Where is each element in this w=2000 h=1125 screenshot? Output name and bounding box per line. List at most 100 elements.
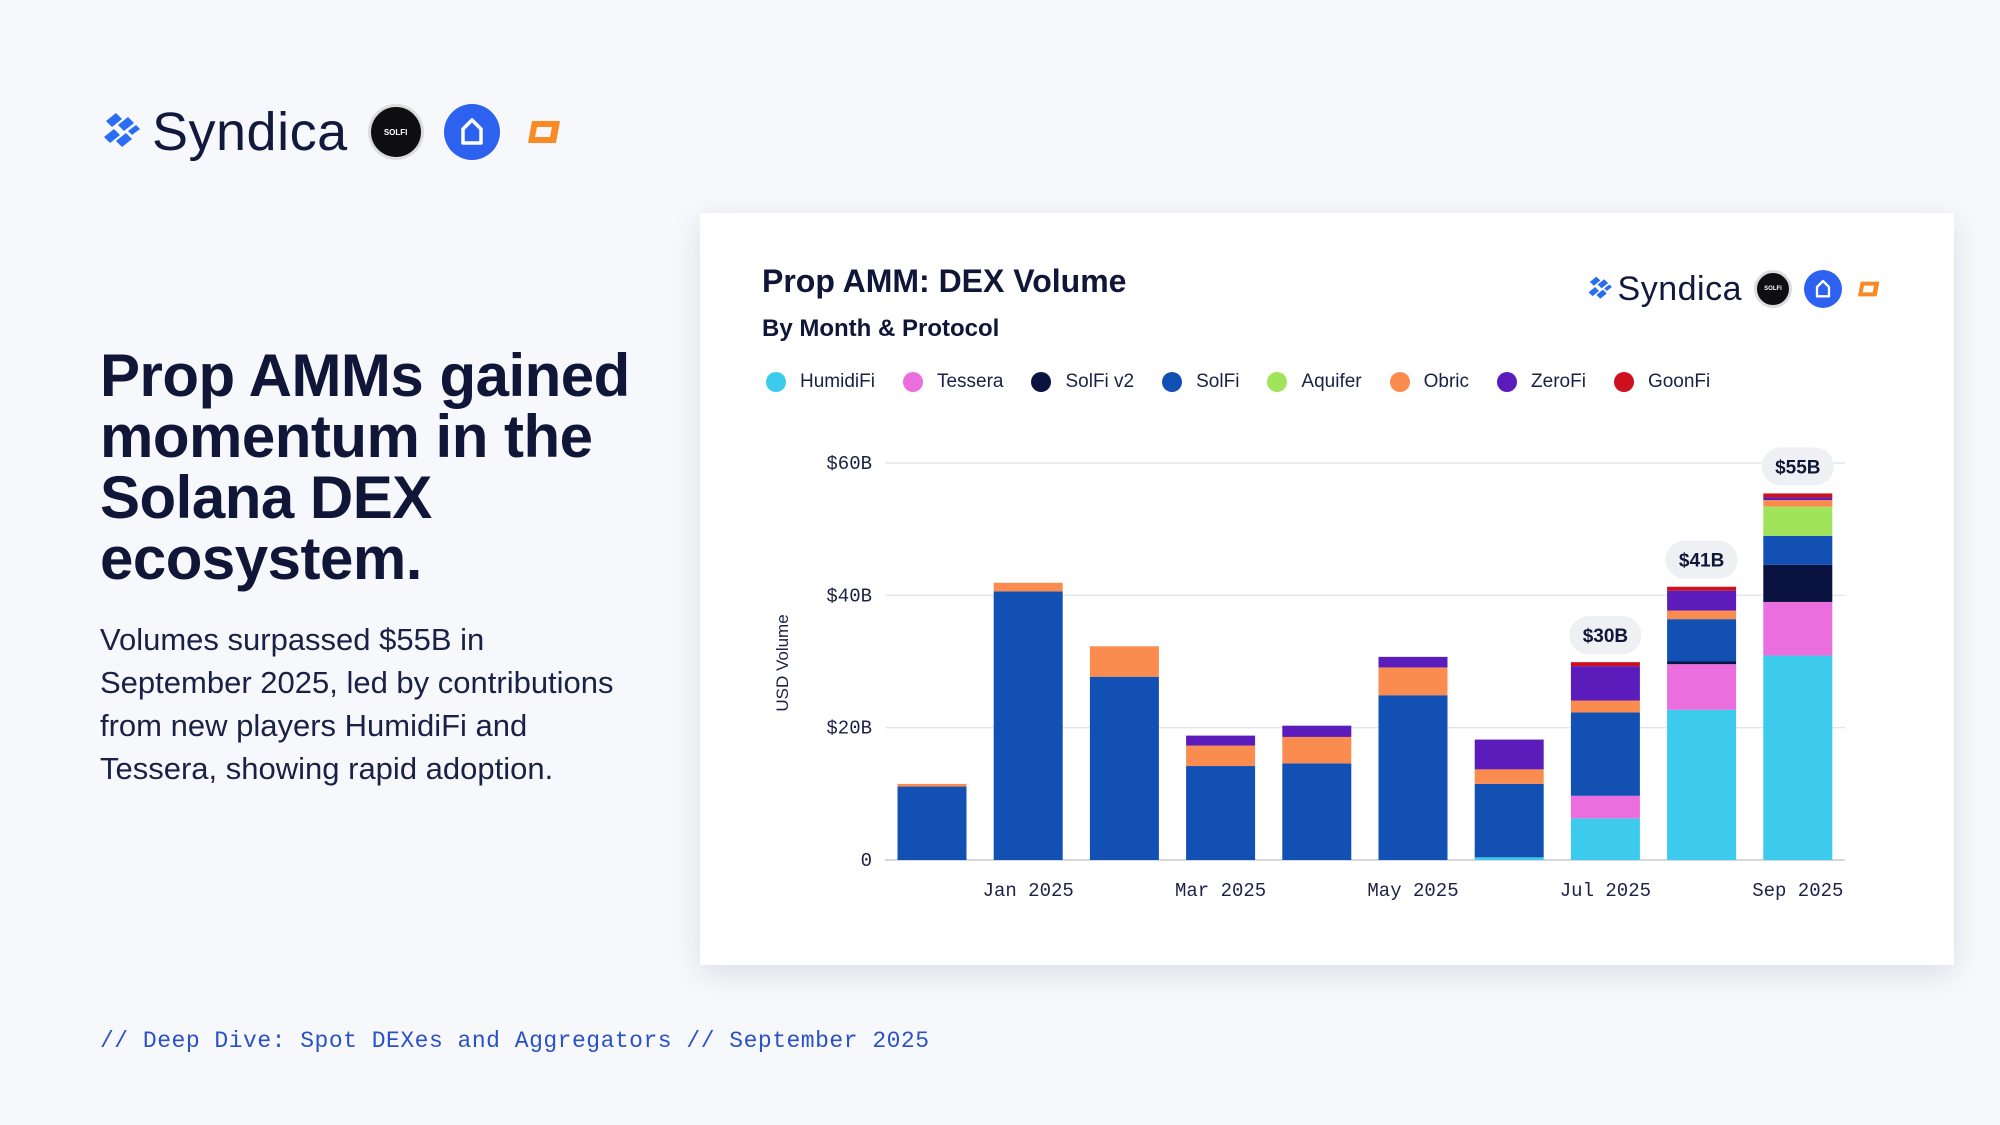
bar-segment-tessera[interactable] xyxy=(1667,664,1737,710)
legend-swatch-solfi-v2 xyxy=(1031,372,1052,392)
bar-segment-obric[interactable] xyxy=(1570,700,1640,713)
total-label-pill xyxy=(1569,616,1642,655)
bar-segment-zerofi[interactable] xyxy=(1570,666,1640,701)
bar-segment-solfi-v2[interactable] xyxy=(1763,564,1833,602)
bar-segment-solfi[interactable] xyxy=(1474,783,1544,858)
legend-item-humidifi[interactable]: HumidiFi xyxy=(766,371,875,393)
legend-swatch-humidifi xyxy=(766,372,786,392)
chart-legend: HumidiFi Tessera SolFi v2 SolFi Aquifer Obric… xyxy=(766,371,1738,393)
legend-label-obric: Obric xyxy=(1423,371,1470,392)
bar-segment-solfi[interactable] xyxy=(1186,766,1256,860)
bar-segment-goonfi[interactable] xyxy=(1570,662,1640,667)
bar-segment-solfi[interactable] xyxy=(1089,676,1159,860)
solfi-logo-text: SOLFI xyxy=(1764,286,1782,292)
total-label-pill xyxy=(1665,540,1738,579)
bar-segment-solfi[interactable] xyxy=(1570,712,1640,796)
x-tick-label: Mar 2025 xyxy=(1175,880,1266,902)
house-drop-icon xyxy=(460,118,483,145)
bar-segment-goonfi[interactable] xyxy=(1763,493,1833,498)
bar-segment-solfi[interactable] xyxy=(897,786,967,860)
x-tick-label: May 2025 xyxy=(1367,880,1458,902)
bar-segment-goonfi[interactable] xyxy=(1667,586,1737,591)
chart-brand: Syndica SOLFI xyxy=(1586,267,1882,311)
bar-segment-solfi[interactable] xyxy=(993,591,1063,860)
legend-swatch-aquifer xyxy=(1267,372,1288,392)
bar-segment-zerofi[interactable] xyxy=(1474,739,1544,770)
total-label: $30B xyxy=(1583,626,1628,647)
legend-label-tessera: Tessera xyxy=(936,371,1004,392)
bar-segment-obric[interactable] xyxy=(1378,667,1448,696)
total-label-pill xyxy=(1761,447,1834,486)
x-tick-label: Jan 2025 xyxy=(983,880,1074,902)
bar-segment-zerofi[interactable] xyxy=(1378,656,1448,668)
bar-segment-humidifi[interactable] xyxy=(1570,818,1640,860)
bar-segment-humidifi[interactable] xyxy=(1474,857,1544,860)
legend-swatch-goonfi xyxy=(1613,372,1634,392)
bar-segment-obric[interactable] xyxy=(1763,500,1833,507)
legend-item-solfi[interactable]: SolFi xyxy=(1162,371,1239,393)
y-tick-label: $40B xyxy=(826,585,872,607)
headline: Prop AMMs gained momentum in the Solana … xyxy=(100,342,630,592)
legend-item-tessera[interactable]: Tessera xyxy=(902,371,1004,393)
legend-label-goonfi: GoonFi xyxy=(1647,371,1711,392)
body-text: Volumes surpassed $55B in September 2025… xyxy=(100,622,614,786)
chart-plot: 0 $20B $40B $60B USD Volume Jan 2025 Mar 2025 M… xyxy=(773,447,1845,902)
bar-segment-solfi[interactable] xyxy=(1667,619,1737,662)
bar-segment-zerofi[interactable] xyxy=(1186,735,1256,746)
y-tick-label: $20B xyxy=(826,718,872,740)
bar-segment-zerofi[interactable] xyxy=(1763,497,1833,501)
legend-swatch-zerofi xyxy=(1497,372,1518,392)
x-tick-label: Jul 2025 xyxy=(1560,880,1651,902)
partner-blue-logo xyxy=(443,104,500,160)
legend-label-humidifi: HumidiFi xyxy=(800,371,875,392)
solfi-logo: SOLFI xyxy=(1754,270,1792,308)
chart-brand-name: Syndica xyxy=(1617,269,1742,308)
syndica-logo-icon xyxy=(104,113,140,147)
y-tick-label: $60B xyxy=(826,453,872,475)
legend-label-aquifer: Aquifer xyxy=(1301,371,1362,392)
bar-segment-obric[interactable] xyxy=(1186,745,1256,767)
footer-text: // Deep Dive: Spot DEXes and Aggregators… xyxy=(100,1028,930,1054)
bar-segment-solfi[interactable] xyxy=(1763,535,1833,565)
solfi-logo-text: SOLFI xyxy=(383,127,408,137)
solfi-logo: SOLFI xyxy=(367,104,424,160)
bar-segment-humidifi[interactable] xyxy=(1667,709,1737,860)
legend-swatch-obric xyxy=(1389,372,1410,392)
partner-orange-logo xyxy=(1858,281,1880,297)
y-axis-label: USD Volume xyxy=(773,614,792,711)
brand-name: Syndica xyxy=(152,102,348,162)
bar-segment-obric[interactable] xyxy=(1667,610,1737,620)
bar-segment-obric[interactable] xyxy=(1474,769,1544,784)
chart-card: Prop AMM: DEX Volume By Month & Protocol… xyxy=(700,213,1954,965)
bar-segment-humidifi[interactable] xyxy=(1763,655,1833,860)
total-label: $55B xyxy=(1775,457,1820,478)
y-tick-label: 0 xyxy=(861,850,872,872)
total-label: $41B xyxy=(1679,551,1724,572)
syndica-logo-icon xyxy=(1588,276,1612,299)
bar-segment-solfi[interactable] xyxy=(1282,763,1352,860)
brand-header: Syndica SOLFI xyxy=(100,100,564,164)
legend-label-solfi: SolFi xyxy=(1196,371,1240,392)
bar-segment-obric[interactable] xyxy=(1089,646,1159,677)
bar-segment-tessera[interactable] xyxy=(1763,601,1833,656)
legend-item-zerofi[interactable]: ZeroFi xyxy=(1497,371,1586,393)
bar-segment-zerofi[interactable] xyxy=(1282,725,1352,737)
bar-segment-obric[interactable] xyxy=(1282,736,1352,764)
bar-segment-zerofi[interactable] xyxy=(1667,590,1737,611)
house-drop-icon xyxy=(1815,279,1831,298)
bar-segment-obric[interactable] xyxy=(897,783,967,787)
legend-swatch-solfi xyxy=(1162,372,1183,392)
bar-segment-tessera[interactable] xyxy=(1570,795,1640,819)
bar-segment-solfi-v2[interactable] xyxy=(1667,661,1737,665)
partner-orange-logo xyxy=(527,121,560,143)
legend-label-zerofi: ZeroFi xyxy=(1531,371,1586,392)
legend-item-obric[interactable]: Obric xyxy=(1389,371,1470,393)
legend-item-aquifer[interactable]: Aquifer xyxy=(1267,371,1362,393)
bar-segment-aquifer[interactable] xyxy=(1763,506,1833,536)
legend-item-goonfi[interactable]: GoonFi xyxy=(1613,371,1711,393)
x-tick-label: Sep 2025 xyxy=(1752,880,1843,902)
legend-item-solfi-v2[interactable]: SolFi v2 xyxy=(1031,371,1134,393)
bar-segment-solfi[interactable] xyxy=(1378,695,1448,860)
chart-subtitle: By Month & Protocol xyxy=(762,315,1000,342)
bar-segment-obric[interactable] xyxy=(993,582,1063,592)
